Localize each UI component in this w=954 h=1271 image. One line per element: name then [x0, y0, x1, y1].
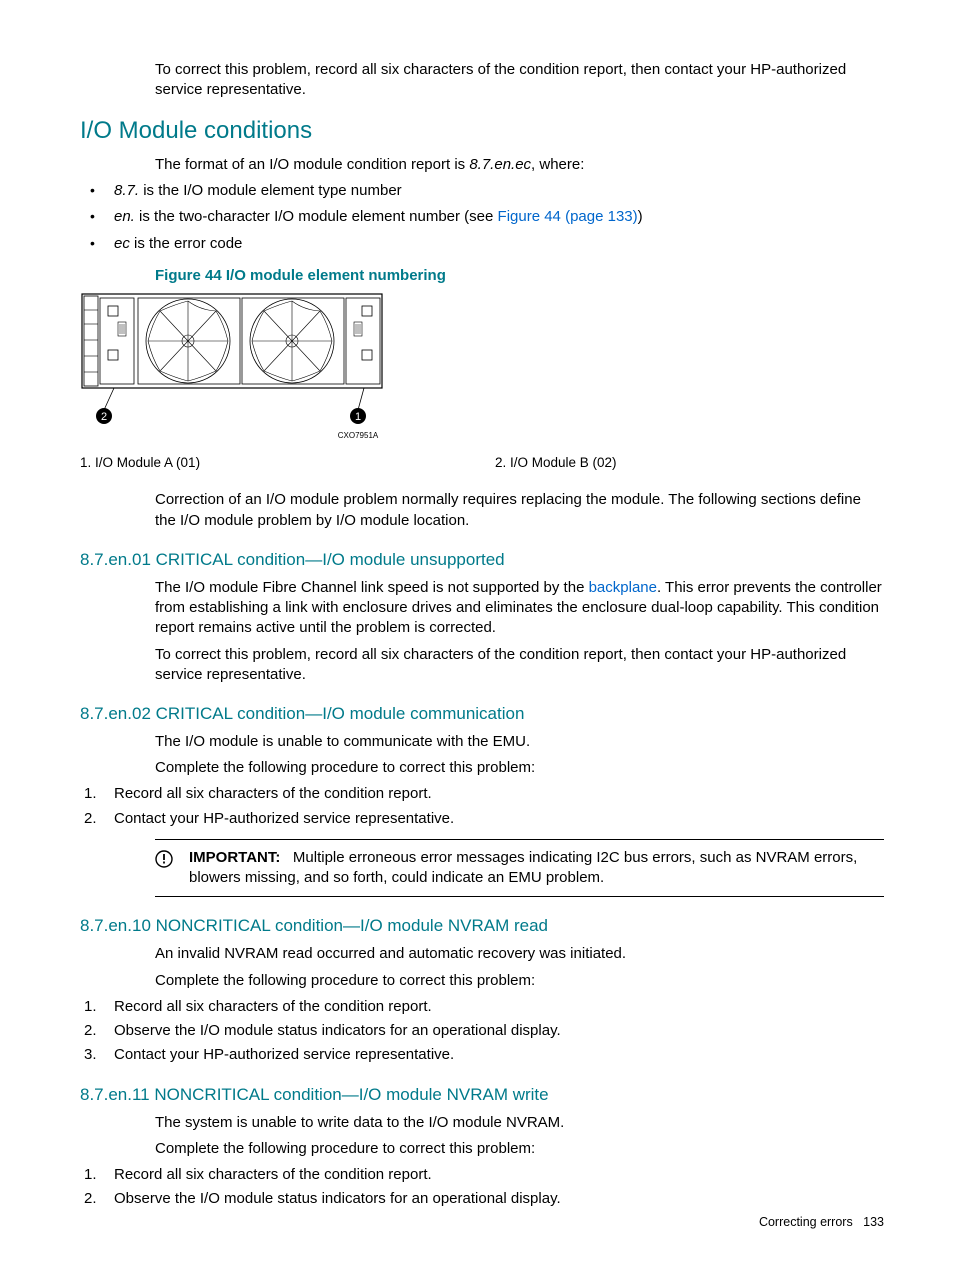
step-item: Observe the I/O module status indicators… — [80, 1021, 884, 1041]
figure-link[interactable]: Figure 44 (page 133) — [498, 208, 638, 225]
sub10-p1: An invalid NVRAM read occurred and autom… — [155, 944, 884, 964]
sub10-steps: Record all six characters of the conditi… — [80, 997, 884, 1066]
svg-text:2: 2 — [101, 411, 107, 423]
step-item: Record all six characters of the conditi… — [80, 1165, 884, 1185]
step-item: Contact your HP-authorized service repre… — [80, 1045, 884, 1065]
sub01-p2: To correct this problem, record all six … — [155, 645, 884, 686]
section-heading-io-module-conditions: I/O Module conditions — [80, 115, 884, 147]
figure-title: Figure 44 I/O module element numbering — [155, 266, 884, 286]
io-module-diagram-svg: 2 1 CXO7951A — [80, 292, 390, 442]
bullet-item: ec is the error code — [80, 234, 884, 254]
sub10-p2: Complete the following procedure to corr… — [155, 971, 884, 991]
figure-legend: 1. I/O Module A (01) 2. I/O Module B (02… — [80, 454, 884, 472]
backplane-link[interactable]: backplane — [589, 579, 657, 596]
bullet-text: is the error code — [130, 235, 243, 252]
sub02-steps: Record all six characters of the conditi… — [80, 784, 884, 829]
sub11-p1: The system is unable to write data to th… — [155, 1113, 884, 1133]
important-text: Multiple erroneous error messages indica… — [189, 849, 857, 886]
sub02-p2: Complete the following procedure to corr… — [155, 758, 884, 778]
figure-diagram: 2 1 CXO7951A — [80, 292, 884, 442]
format-code: 8.7.en.ec — [469, 156, 531, 173]
format-prefix: The format of an I/O module condition re… — [155, 156, 469, 173]
legend-item-1: 1. I/O Module A (01) — [80, 454, 435, 472]
step-item: Record all six characters of the conditi… — [80, 784, 884, 804]
sub11-p2: Complete the following procedure to corr… — [155, 1139, 884, 1159]
important-body: IMPORTANT: Multiple erroneous error mess… — [189, 848, 884, 889]
format-line: The format of an I/O module condition re… — [155, 155, 884, 175]
footer-text: Correcting errors — [759, 1215, 853, 1229]
bullet-code: en. — [114, 208, 135, 225]
important-callout: IMPORTANT: Multiple erroneous error mess… — [155, 839, 884, 898]
step-item: Contact your HP-authorized service repre… — [80, 809, 884, 829]
bullet-code: 8.7. — [114, 182, 139, 199]
subheading-10: 8.7.en.10 NONCRITICAL condition—I/O modu… — [80, 915, 884, 938]
svg-text:CXO7951A: CXO7951A — [338, 431, 379, 440]
sub01-p1a: The I/O module Fibre Channel link speed … — [155, 579, 589, 596]
bullet-item: en. is the two-character I/O module elem… — [80, 207, 884, 227]
bullet-item: 8.7. is the I/O module element type numb… — [80, 181, 884, 201]
footer-page: 133 — [863, 1215, 884, 1229]
bullet-text: is the I/O module element type number — [139, 182, 402, 199]
bullet-code: ec — [114, 235, 130, 252]
step-item: Record all six characters of the conditi… — [80, 997, 884, 1017]
bullet-text-suffix: ) — [638, 208, 643, 225]
format-bullet-list: 8.7. is the I/O module element type numb… — [80, 181, 884, 254]
legend-item-2: 2. I/O Module B (02) — [495, 454, 617, 472]
sub01-p1: The I/O module Fibre Channel link speed … — [155, 578, 884, 639]
important-label: IMPORTANT: — [189, 849, 280, 866]
subheading-11: 8.7.en.11 NONCRITICAL condition—I/O modu… — [80, 1084, 884, 1107]
subheading-01: 8.7.en.01 CRITICAL condition—I/O module … — [80, 549, 884, 572]
correction-paragraph: Correction of an I/O module problem norm… — [155, 490, 884, 531]
format-suffix: , where: — [531, 156, 584, 173]
svg-text:1: 1 — [355, 411, 361, 423]
important-icon — [155, 850, 175, 889]
sub11-steps: Record all six characters of the conditi… — [80, 1165, 884, 1210]
subheading-02: 8.7.en.02 CRITICAL condition—I/O module … — [80, 703, 884, 726]
sub02-p1: The I/O module is unable to communicate … — [155, 732, 884, 752]
intro-paragraph: To correct this problem, record all six … — [155, 60, 884, 101]
page-footer: Correcting errors 133 — [759, 1214, 884, 1231]
step-item: Observe the I/O module status indicators… — [80, 1189, 884, 1209]
bullet-text-prefix: is the two-character I/O module element … — [135, 208, 498, 225]
